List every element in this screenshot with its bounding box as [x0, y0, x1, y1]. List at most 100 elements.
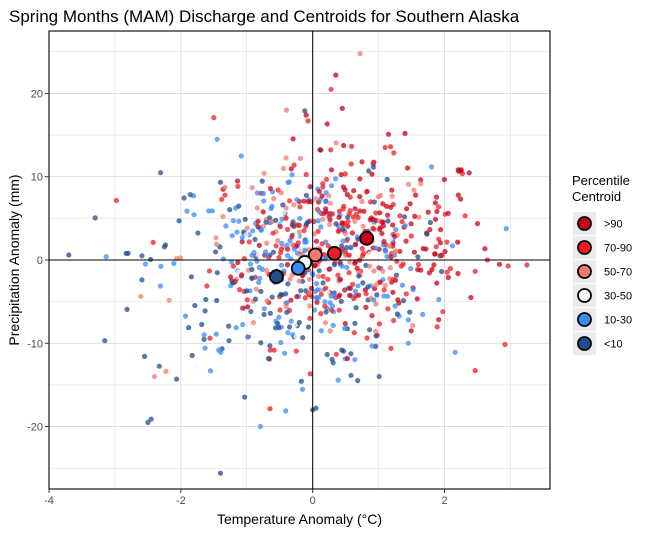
data-point — [363, 304, 369, 310]
data-point — [294, 197, 300, 203]
data-point — [444, 239, 450, 245]
data-point — [230, 218, 236, 224]
data-point — [346, 252, 352, 258]
data-point — [352, 206, 358, 212]
data-point — [394, 311, 400, 317]
data-point — [307, 303, 313, 309]
data-point — [428, 164, 435, 170]
data-point — [389, 193, 395, 199]
data-point — [436, 204, 442, 210]
data-point — [234, 178, 241, 184]
data-point — [297, 329, 304, 335]
data-point — [325, 243, 331, 249]
data-point — [336, 307, 342, 313]
data-point — [301, 228, 307, 234]
data-point — [297, 215, 303, 222]
data-point — [339, 347, 345, 353]
data-point — [283, 107, 290, 113]
data-point — [276, 314, 282, 320]
data-point — [359, 198, 365, 205]
data-point — [239, 272, 245, 278]
data-point — [353, 241, 359, 247]
data-point — [367, 327, 373, 333]
data-point — [226, 323, 232, 329]
data-point — [349, 143, 355, 149]
data-point — [338, 298, 344, 304]
data-point — [342, 171, 348, 177]
data-point — [267, 185, 274, 192]
data-point — [323, 309, 329, 315]
data-point — [371, 297, 377, 303]
data-point — [204, 283, 210, 289]
data-point — [236, 218, 242, 224]
data-point — [433, 244, 439, 250]
data-point — [424, 231, 430, 237]
data-point — [427, 227, 433, 233]
data-point — [342, 321, 348, 327]
data-point — [214, 297, 220, 304]
y-axis-title: Precipitation Anomaly (mm) — [6, 174, 22, 345]
data-point — [298, 378, 304, 384]
data-point — [255, 313, 262, 319]
legend-key-marker — [577, 336, 592, 351]
data-point — [321, 251, 327, 257]
data-point — [145, 419, 151, 425]
data-point — [482, 246, 488, 252]
y-tick-label: -10 — [27, 338, 43, 350]
data-point — [290, 242, 296, 248]
legend-label: 30-50 — [604, 291, 632, 303]
data-point — [348, 161, 354, 167]
data-point — [303, 192, 309, 198]
data-point — [316, 188, 322, 195]
data-point — [258, 340, 264, 346]
data-point — [384, 176, 390, 182]
data-point — [447, 265, 453, 272]
data-point — [157, 283, 163, 289]
data-point — [339, 105, 345, 111]
data-point — [381, 287, 387, 293]
data-point — [271, 347, 277, 353]
data-point — [244, 288, 250, 294]
data-point — [227, 207, 233, 213]
data-point — [356, 273, 362, 279]
data-point — [388, 204, 394, 210]
data-point — [344, 191, 350, 198]
data-point — [377, 210, 383, 216]
data-point — [418, 267, 424, 273]
data-point — [496, 261, 503, 267]
data-point — [423, 246, 429, 252]
data-point — [125, 250, 131, 256]
data-point — [380, 201, 386, 207]
data-point — [264, 240, 270, 246]
data-point — [213, 235, 219, 241]
data-point — [199, 321, 205, 328]
data-point — [287, 324, 293, 330]
data-point — [156, 363, 162, 369]
data-point — [426, 270, 432, 276]
data-point — [458, 196, 464, 202]
data-point — [432, 200, 438, 206]
data-point — [246, 329, 252, 335]
legend-key-marker — [577, 264, 592, 279]
data-point — [181, 195, 187, 201]
data-point — [438, 253, 444, 259]
data-point — [254, 258, 260, 264]
centroid-marker — [307, 247, 323, 263]
data-point — [472, 268, 478, 274]
data-point — [184, 208, 190, 214]
data-point — [201, 332, 207, 338]
data-point — [340, 226, 346, 232]
data-point — [267, 347, 273, 353]
data-point — [261, 306, 267, 312]
data-point — [344, 264, 350, 271]
data-point — [322, 303, 328, 309]
data-point — [255, 224, 261, 230]
data-point — [376, 265, 382, 271]
data-point — [345, 223, 351, 229]
data-point — [433, 194, 440, 200]
data-point — [233, 325, 239, 331]
data-point — [318, 224, 324, 230]
data-point — [313, 196, 319, 202]
data-point — [385, 218, 391, 224]
